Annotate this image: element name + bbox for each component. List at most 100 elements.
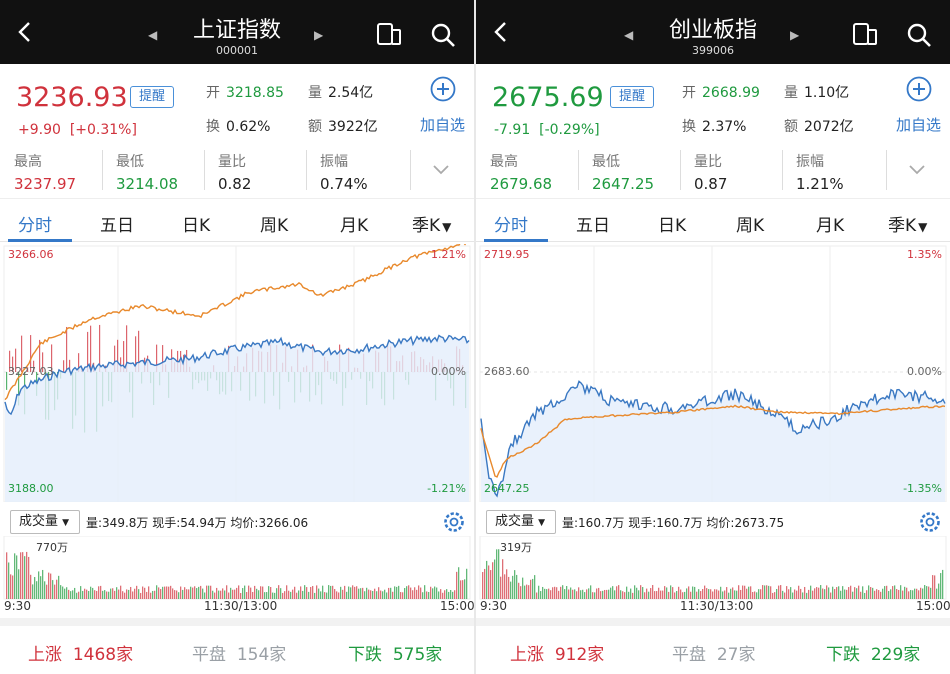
tab-daily-k[interactable]: 日K — [658, 216, 687, 236]
time-end: 15:00 — [916, 599, 950, 613]
volume-indicator-select[interactable]: 成交量 ▼ — [10, 510, 80, 534]
dropdown-triangle-icon: ▼ — [442, 220, 452, 234]
tab-weekly-k[interactable]: 周K — [736, 216, 765, 236]
volume-max-label: 319万 — [500, 541, 532, 554]
amount-quote: 额 2072亿 — [784, 119, 854, 135]
tab-weekly-k[interactable]: 周K — [260, 216, 289, 236]
back-arrow-icon[interactable] — [490, 20, 514, 44]
change-value: +9.90 — [18, 122, 61, 138]
dropdown-triangle-icon: ▼ — [918, 220, 928, 234]
volume-toolbar: 成交量 ▼ 量:160.7万 现手:160.7万 均价:2673.75 — [476, 506, 950, 536]
gear-icon[interactable] — [442, 510, 466, 534]
tab-intraday[interactable]: 分时 — [18, 216, 52, 236]
add-watchlist-icon[interactable] — [430, 76, 456, 102]
decliners: 下跌 229家 — [826, 645, 921, 665]
turnover-quote: 换 2.37% — [682, 119, 747, 135]
dropdown-triangle-icon: ▼ — [538, 518, 546, 528]
tab-daily-k[interactable]: 日K — [182, 216, 211, 236]
intraday-chart[interactable]: 2719.95 2683.60 2647.25 1.35% 0.00% -1.3… — [476, 244, 950, 502]
stats-row: 最高 3237.97 最低 3214.08 量比 0.82 振幅 0.74% — [0, 146, 474, 196]
tab-monthly-k[interactable]: 月K — [340, 216, 369, 236]
advancers: 上涨 1468家 — [28, 645, 134, 665]
volume-toolbar: 成交量 ▼ 量:349.8万 现手:54.94万 均价:3266.06 — [0, 506, 474, 536]
price-change: +9.90 [+0.31%] — [18, 122, 137, 138]
axis-top-price: 3266.06 — [8, 248, 54, 261]
next-index-icon[interactable]: ▶ — [790, 28, 800, 42]
index-panel-chinext: ◀ 创业板指 399006 ▶ 2675.69 提醒 -7.91 [-0.29%… — [476, 0, 950, 674]
change-percent: [-0.29%] — [539, 122, 600, 138]
chevron-down-icon[interactable] — [908, 164, 926, 176]
index-panel-shanghai: ◀ 上证指数 000001 ▶ 3236.93 提醒 +9.90 [+0.31%… — [0, 0, 474, 674]
volume-info: 量:160.7万 现手:160.7万 均价:2673.75 — [562, 516, 785, 530]
active-tab-indicator — [484, 239, 548, 242]
axis-bottom-pct: -1.35% — [903, 482, 942, 495]
intraday-chart[interactable]: 3266.06 3227.03 3188.00 1.21% 0.00% -1.2… — [0, 244, 474, 502]
market-breadth: 上涨 912家 平盘 27家 下跌 229家 — [476, 618, 950, 670]
remind-button[interactable]: 提醒 — [130, 86, 174, 108]
header-bar: ◀ 上证指数 000001 ▶ — [0, 0, 474, 64]
index-title: 上证指数 — [192, 18, 281, 43]
axis-mid-price: 2683.60 — [484, 365, 530, 378]
tab-monthly-k[interactable]: 月K — [816, 216, 845, 236]
axis-mid-pct: 0.00% — [431, 365, 466, 378]
back-arrow-icon[interactable] — [14, 20, 38, 44]
prev-index-icon[interactable]: ◀ — [624, 28, 634, 42]
dropdown-triangle-icon: ▼ — [62, 518, 70, 528]
index-code: 000001 — [216, 44, 258, 57]
time-mid: 11:30/13:00 — [204, 599, 278, 613]
time-end: 15:00 — [440, 599, 474, 613]
tab-five-day[interactable]: 五日 — [100, 216, 134, 236]
tab-quarterly-k[interactable]: 季K ▼ — [412, 216, 452, 236]
switch-view-icon[interactable] — [376, 22, 402, 46]
header-bar: ◀ 创业板指 399006 ▶ — [476, 0, 950, 64]
add-watchlist-button[interactable]: 加自选 — [420, 116, 466, 134]
volume-max-label: 770万 — [36, 541, 68, 554]
index-code: 399006 — [692, 44, 734, 57]
price-change: -7.91 [-0.29%] — [494, 122, 600, 138]
prev-index-icon[interactable]: ◀ — [148, 28, 158, 42]
chevron-down-icon[interactable] — [432, 164, 450, 176]
time-mid: 11:30/13:00 — [680, 599, 754, 613]
axis-top-pct: 1.35% — [907, 248, 942, 261]
axis-mid-pct: 0.00% — [907, 365, 942, 378]
current-price: 2675.69 — [492, 82, 604, 113]
chart-tabs: 分时 五日 日K 周K 月K 季K ▼ — [476, 198, 950, 242]
tab-five-day[interactable]: 五日 — [576, 216, 610, 236]
index-title: 创业板指 — [668, 18, 757, 43]
time-start: 9:30 — [480, 599, 507, 613]
switch-view-icon[interactable] — [852, 22, 878, 46]
axis-bottom-pct: -1.21% — [427, 482, 466, 495]
open-quote: 开 3218.85 — [206, 85, 284, 101]
change-value: -7.91 — [494, 122, 531, 138]
remind-button[interactable]: 提醒 — [610, 86, 654, 108]
add-watchlist-icon[interactable] — [906, 76, 932, 102]
axis-mid-price: 3227.03 — [8, 365, 54, 378]
unchanged: 平盘 27家 — [672, 645, 756, 665]
axis-top-price: 2719.95 — [484, 248, 530, 261]
search-icon[interactable] — [906, 22, 932, 48]
axis-bottom-price: 2647.25 — [484, 482, 530, 495]
add-watchlist-button[interactable]: 加自选 — [896, 116, 942, 134]
volume-info: 量:349.8万 现手:54.94万 均价:3266.06 — [86, 516, 309, 530]
axis-bottom-price: 3188.00 — [8, 482, 54, 495]
market-breadth: 上涨 1468家 平盘 154家 下跌 575家 — [0, 618, 474, 670]
search-icon[interactable] — [430, 22, 456, 48]
volume-quote: 量 2.54亿 — [308, 85, 374, 101]
tab-intraday[interactable]: 分时 — [494, 216, 528, 236]
active-tab-indicator — [8, 239, 72, 242]
amount-quote: 额 3922亿 — [308, 119, 378, 135]
stats-row: 最高 2679.68 最低 2647.25 量比 0.87 振幅 1.21% — [476, 146, 950, 196]
open-quote: 开 2668.99 — [682, 85, 760, 101]
volume-indicator-select[interactable]: 成交量 ▼ — [486, 510, 556, 534]
turnover-quote: 换 0.62% — [206, 119, 271, 135]
axis-top-pct: 1.21% — [431, 248, 466, 261]
tab-quarterly-k[interactable]: 季K ▼ — [888, 216, 928, 236]
volume-chart: 319万 — [479, 536, 947, 600]
time-start: 9:30 — [4, 599, 31, 613]
decliners: 下跌 575家 — [348, 645, 443, 665]
next-index-icon[interactable]: ▶ — [314, 28, 324, 42]
gear-icon[interactable] — [918, 510, 942, 534]
advancers: 上涨 912家 — [510, 645, 605, 665]
volume-chart: 770万 — [3, 536, 471, 600]
